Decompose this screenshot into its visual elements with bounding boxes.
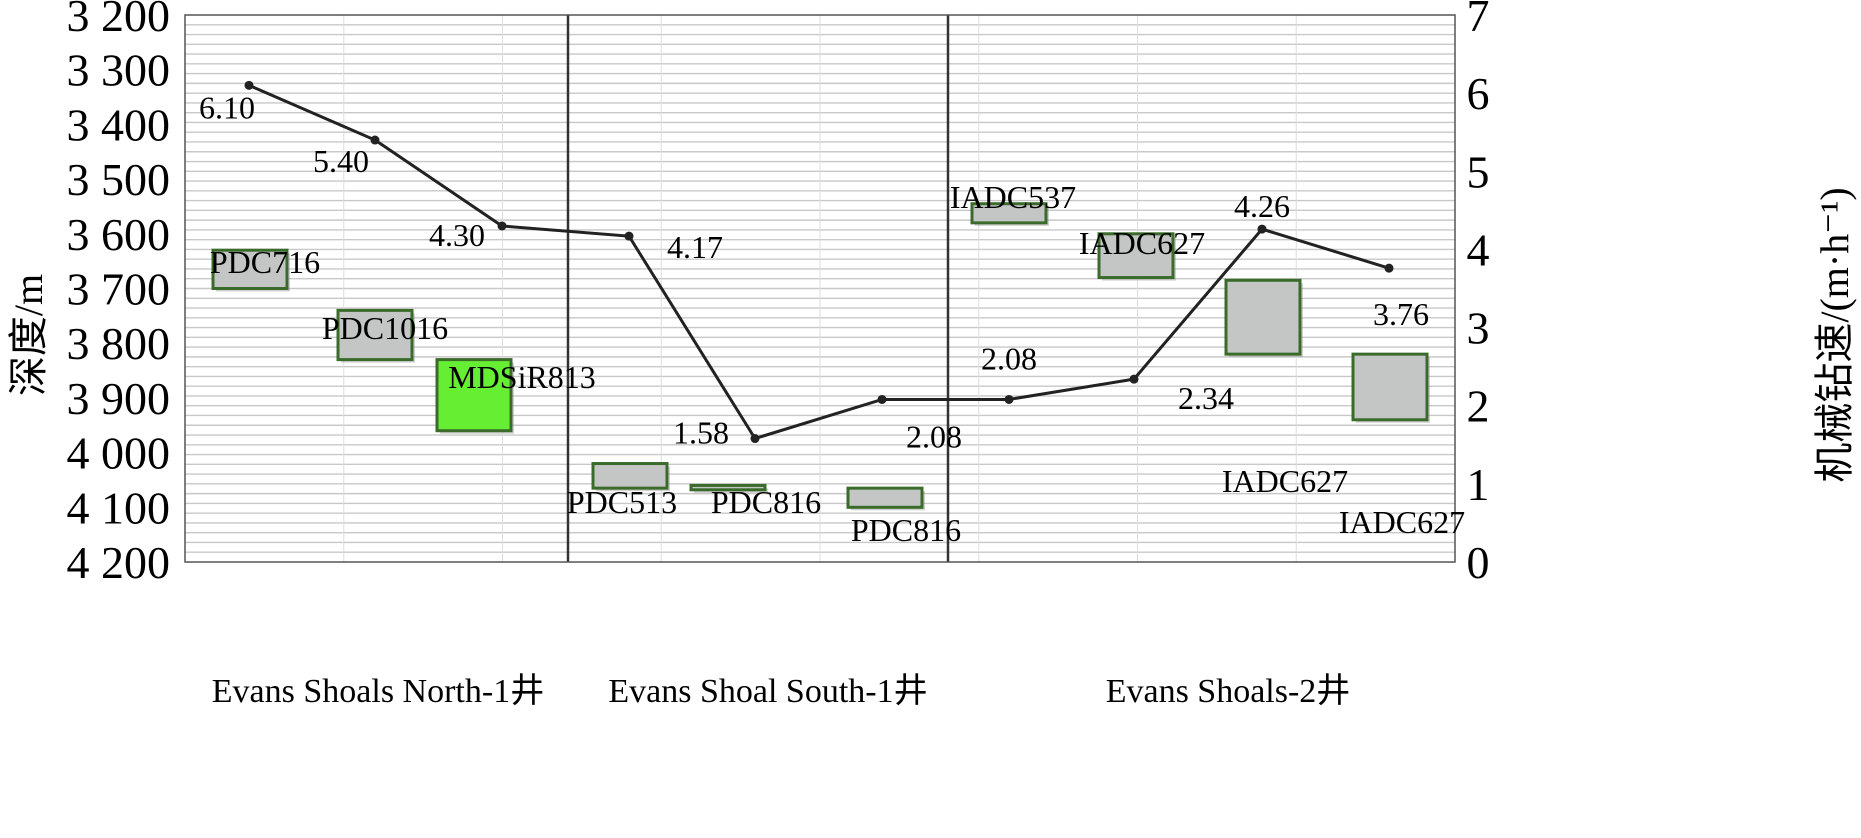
bit-box bbox=[211, 248, 289, 291]
bit-label: PDC816 bbox=[711, 484, 821, 520]
rop-point bbox=[1004, 394, 1014, 404]
right-tick-label: 6 bbox=[1467, 68, 1490, 119]
right-tick-label: 5 bbox=[1467, 146, 1490, 197]
well-separators bbox=[566, 15, 950, 562]
right-axis-title: 机械钻速/(m·h⁻¹) bbox=[1812, 187, 1857, 482]
right-tick-label: 0 bbox=[1467, 537, 1490, 588]
bit-interval: PDC716 bbox=[210, 244, 320, 292]
bit-box bbox=[689, 483, 767, 492]
rop-point bbox=[370, 135, 380, 145]
left-tick-label: 3 300 bbox=[67, 45, 171, 96]
rop-point bbox=[1257, 224, 1267, 234]
rop-data-label: 1.58 bbox=[673, 415, 729, 451]
plot-border bbox=[184, 14, 1456, 563]
rop-series: 6.10 5.40 4.30 4.17 1.58 2.08 2.08 2.34 4.26 3.76 bbox=[199, 80, 1429, 454]
rop-data-label: 4.26 bbox=[1234, 188, 1290, 224]
right-tick-label: 2 bbox=[1467, 381, 1490, 432]
bit-box bbox=[435, 358, 513, 433]
right-tick-label: 7 bbox=[1467, 0, 1490, 41]
grid bbox=[185, 15, 1455, 562]
rop-data-label: 5.40 bbox=[313, 143, 369, 179]
bit-interval: PDC513 bbox=[567, 462, 677, 520]
bit-box bbox=[591, 462, 669, 490]
left-tick-label: 3 500 bbox=[67, 154, 171, 205]
rop-point bbox=[624, 231, 634, 241]
rop-line bbox=[248, 83, 1390, 441]
right-axis-ticks: 0 1 2 3 4 5 6 7 bbox=[1467, 0, 1490, 588]
bit-label: IADC627 bbox=[1339, 504, 1465, 540]
bit-interval: IADC627 bbox=[1339, 352, 1465, 540]
left-tick-label: 3 700 bbox=[67, 264, 171, 315]
right-tick-label: 3 bbox=[1467, 303, 1490, 354]
well-name: Evans Shoal South-1井 bbox=[608, 672, 927, 710]
left-tick-label: 3 600 bbox=[67, 209, 171, 260]
bit-interval: PDC1016 bbox=[322, 308, 448, 363]
rop-data-label: 4.17 bbox=[667, 229, 723, 265]
bit-label: PDC513 bbox=[567, 484, 677, 520]
bit-interval: IADC627 bbox=[1079, 225, 1205, 281]
well-labels: Evans Shoals North-1井 Evans Shoal South-1… bbox=[212, 672, 1351, 710]
bit-box bbox=[336, 308, 414, 362]
rop-point bbox=[750, 434, 760, 444]
left-tick-label: 3 200 bbox=[67, 0, 171, 41]
bit-box bbox=[970, 202, 1048, 225]
well-name: Evans Shoals-2井 bbox=[1106, 672, 1351, 710]
left-tick-label: 4 200 bbox=[67, 537, 171, 588]
left-tick-label: 3 900 bbox=[67, 373, 171, 424]
bit-label: MDSiR813 bbox=[448, 359, 596, 395]
rop-data-label: 2.08 bbox=[906, 418, 962, 454]
rop-point bbox=[497, 221, 507, 231]
rop-point bbox=[1384, 263, 1394, 273]
bit-interval: PDC816 bbox=[689, 483, 821, 520]
left-tick-label: 4 100 bbox=[67, 482, 171, 533]
left-tick-label: 3 400 bbox=[67, 99, 171, 150]
bit-label: IADC627 bbox=[1222, 463, 1348, 499]
bit-box bbox=[1224, 278, 1302, 356]
left-tick-label: 4 000 bbox=[67, 428, 171, 479]
bit-box bbox=[846, 486, 924, 509]
rop-data-label: 2.34 bbox=[1178, 380, 1234, 416]
bit-label: IADC627 bbox=[1079, 225, 1205, 261]
bit-label: PDC716 bbox=[210, 244, 320, 280]
bit-label: IADC537 bbox=[950, 179, 1076, 215]
bit-box bbox=[1097, 232, 1175, 280]
well-name: Evans Shoals North-1井 bbox=[212, 672, 544, 710]
rop-data-label: 4.30 bbox=[429, 217, 485, 253]
bit-interval: PDC816 bbox=[846, 486, 961, 548]
rop-point bbox=[877, 394, 887, 404]
rop-data-label: 6.10 bbox=[199, 89, 255, 125]
rop-point bbox=[244, 80, 254, 90]
rop-data-label: 2.08 bbox=[981, 340, 1037, 376]
bit-interval: MDSiR813 bbox=[435, 358, 596, 434]
bit-box bbox=[1351, 352, 1429, 422]
right-tick-label: 4 bbox=[1467, 224, 1490, 275]
right-tick-label: 1 bbox=[1467, 459, 1490, 510]
bit-label: PDC1016 bbox=[322, 310, 448, 346]
left-axis-title: 深度/m bbox=[6, 274, 51, 396]
rop-point bbox=[1129, 374, 1139, 384]
bit-interval: IADC627 bbox=[1222, 278, 1348, 499]
left-tick-label: 3 800 bbox=[67, 318, 171, 369]
rop-data-label: 3.76 bbox=[1373, 296, 1429, 332]
bit-interval: IADC537 bbox=[950, 179, 1076, 226]
plot-frame bbox=[184, 14, 1456, 563]
bit-label: PDC816 bbox=[851, 512, 961, 548]
